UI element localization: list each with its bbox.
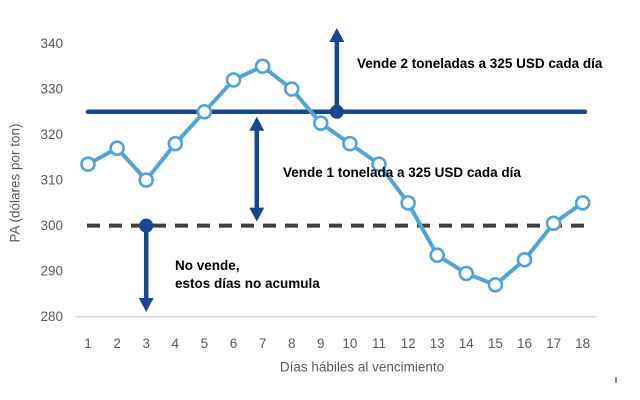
sell-two-dot xyxy=(329,104,344,119)
annotation-sell-one-ton: Vende 1 tonelada a 325 USD cada día xyxy=(283,165,521,180)
x-tick-label: 13 xyxy=(430,336,445,351)
y-axis-title: PA (dólares por ton) xyxy=(7,123,23,243)
y-tick-label: 320 xyxy=(40,127,63,142)
x-tick-label: 11 xyxy=(372,336,386,351)
data-point-marker xyxy=(429,247,446,264)
x-tick-label: 8 xyxy=(288,336,296,351)
x-tick-label: 10 xyxy=(342,336,357,351)
y-tick-label: 300 xyxy=(40,218,63,233)
y-tick-label: 330 xyxy=(40,82,63,97)
data-point-marker xyxy=(80,156,96,172)
annotation-no-sell-line1: No vende, xyxy=(175,258,240,273)
annotation-sell-two-tons: Vende 2 toneladas a 325 USD cada día xyxy=(357,56,603,71)
no-sell-arrow-head xyxy=(138,298,154,312)
annotation-no-sell-line2: estos días no acumula xyxy=(175,276,320,291)
data-point-marker xyxy=(167,135,184,152)
data-point-marker xyxy=(400,195,416,211)
sell-one-arrow-head-up xyxy=(249,116,265,131)
no-sell-dot xyxy=(139,218,154,233)
stray-mark xyxy=(615,377,617,383)
y-tick-label: 340 xyxy=(40,36,63,51)
data-point-marker xyxy=(342,135,358,152)
y-tick-label: 310 xyxy=(40,173,63,188)
y-tick-label: 290 xyxy=(40,264,63,279)
x-tick-label: 6 xyxy=(230,336,238,351)
data-point-marker xyxy=(109,140,125,157)
x-axis-title: Días hábiles al vencimiento xyxy=(279,359,445,375)
data-point-marker xyxy=(545,215,562,232)
data-point-marker xyxy=(254,58,271,75)
sell-two-arrow-head xyxy=(329,28,345,42)
x-tick-label: 18 xyxy=(575,336,590,351)
x-tick-label: 1 xyxy=(84,336,92,351)
data-point-marker xyxy=(487,277,504,293)
data-point-marker xyxy=(312,115,329,131)
data-point-marker xyxy=(458,265,475,282)
data-point-marker xyxy=(138,172,154,188)
x-tick-label: 3 xyxy=(142,336,150,351)
data-point-marker xyxy=(283,81,300,97)
sell-one-arrow-head-down xyxy=(249,207,265,222)
data-point-marker xyxy=(371,156,387,172)
x-tick-label: 14 xyxy=(459,336,475,351)
y-tick-label: 280 xyxy=(40,309,63,324)
x-tick-label: 17 xyxy=(546,336,561,351)
data-point-marker xyxy=(516,251,533,268)
data-point-marker xyxy=(225,72,242,88)
annotation-no-sell: No vende, estos días no acumula xyxy=(175,257,320,293)
x-tick-label: 12 xyxy=(401,336,416,351)
data-point-marker xyxy=(196,104,213,120)
x-tick-label: 16 xyxy=(517,336,532,351)
x-tick-label: 4 xyxy=(172,336,180,351)
data-point-marker xyxy=(574,195,591,211)
x-tick-label: 15 xyxy=(488,336,503,351)
x-tick-label: 5 xyxy=(201,336,209,351)
x-tick-label: 7 xyxy=(259,336,267,351)
x-tick-label: 9 xyxy=(317,336,325,351)
x-tick-label: 2 xyxy=(113,336,121,351)
